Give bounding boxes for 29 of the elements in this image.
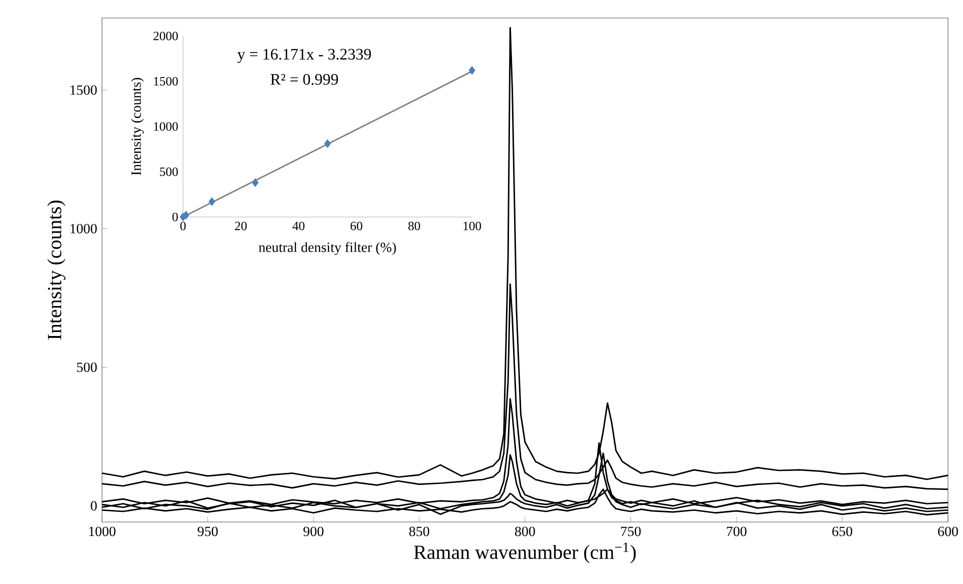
y-tick-label: 0 <box>172 212 178 222</box>
x-tick-label: 60 <box>350 222 362 230</box>
x-axis-title: neutral density filter (%) <box>258 242 396 255</box>
y-tick-label: 2000 <box>154 32 178 40</box>
y-tick-label: 0 <box>90 501 97 511</box>
y-axis-title: Intensity (counts) <box>131 78 144 176</box>
y-axis-title: Intensity (counts) <box>47 200 66 340</box>
x-tick-label: 800 <box>515 526 535 536</box>
x-tick-label: 100 <box>464 222 482 230</box>
x-tick-label: 850 <box>409 526 430 536</box>
annotation: y = 16.171x - 3.2339 <box>237 48 371 63</box>
x-tick-label: 20 <box>235 222 247 230</box>
y-tick-label: 1500 <box>154 76 178 86</box>
x-tick-label: 1000 <box>89 526 116 536</box>
y-tick-label: 500 <box>160 167 178 176</box>
x-tick-label: 750 <box>621 526 641 536</box>
x-tick-label: 650 <box>832 526 852 536</box>
y-tick-label: 1000 <box>154 122 178 131</box>
x-tick-label: 40 <box>292 222 304 230</box>
x-tick-label: 80 <box>408 222 420 230</box>
y-tick-label: 1500 <box>70 85 97 95</box>
x-tick-label: 900 <box>303 526 324 536</box>
annotation: R² = 0.999 <box>270 74 338 85</box>
y-tick-label: 500 <box>77 362 97 372</box>
x-tick-label: 950 <box>198 526 218 536</box>
x-axis-title: Raman wavenumber (cm$^{−1}$) <box>414 542 636 564</box>
x-tick-label: 700 <box>726 526 746 536</box>
x-tick-label: 600 <box>938 526 958 536</box>
x-tick-label: 0 <box>180 222 186 230</box>
